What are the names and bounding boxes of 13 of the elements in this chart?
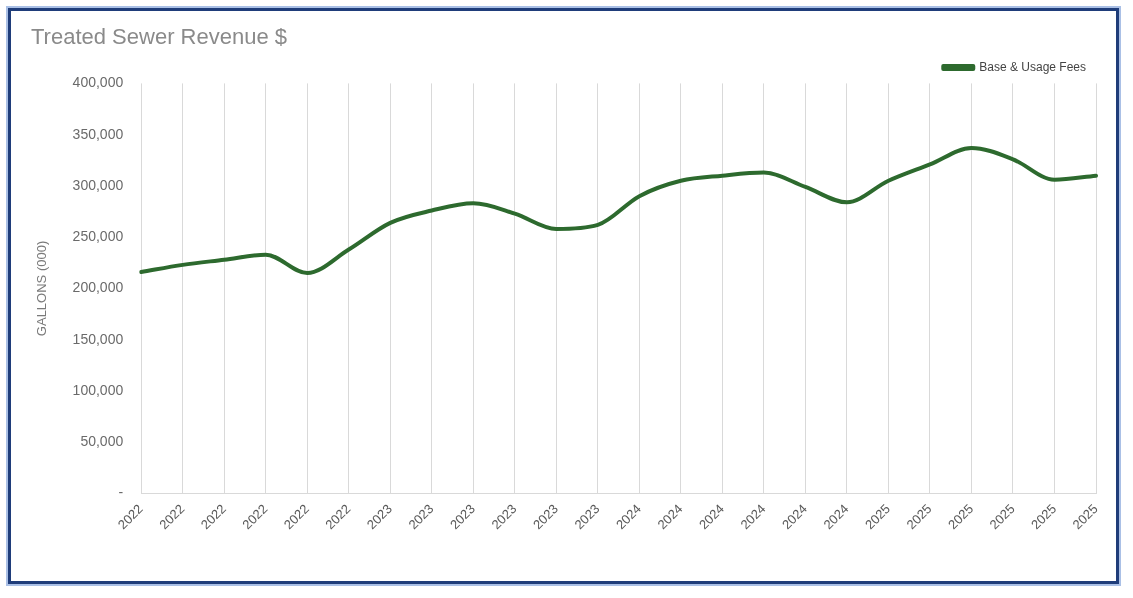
y-tick-label: 250,000 <box>72 228 124 245</box>
chart-title: Treated Sewer Revenue $ <box>31 24 287 50</box>
legend-label: Base & Usage Fees <box>979 59 1087 74</box>
y-axis-title: GALLONS (000) <box>34 240 50 337</box>
y-tick-label: 200,000 <box>72 279 124 296</box>
y-tick-label: 350,000 <box>72 125 124 142</box>
y-tick-label: 400,000 <box>72 74 124 91</box>
y-tick-label: 150,000 <box>72 330 124 347</box>
y-tick-label: - <box>118 484 124 501</box>
y-tick-label: 100,000 <box>72 381 124 398</box>
y-tick-label: 300,000 <box>72 176 124 193</box>
line-series <box>139 145 1098 276</box>
y-tick-label: 50,000 <box>80 433 124 450</box>
